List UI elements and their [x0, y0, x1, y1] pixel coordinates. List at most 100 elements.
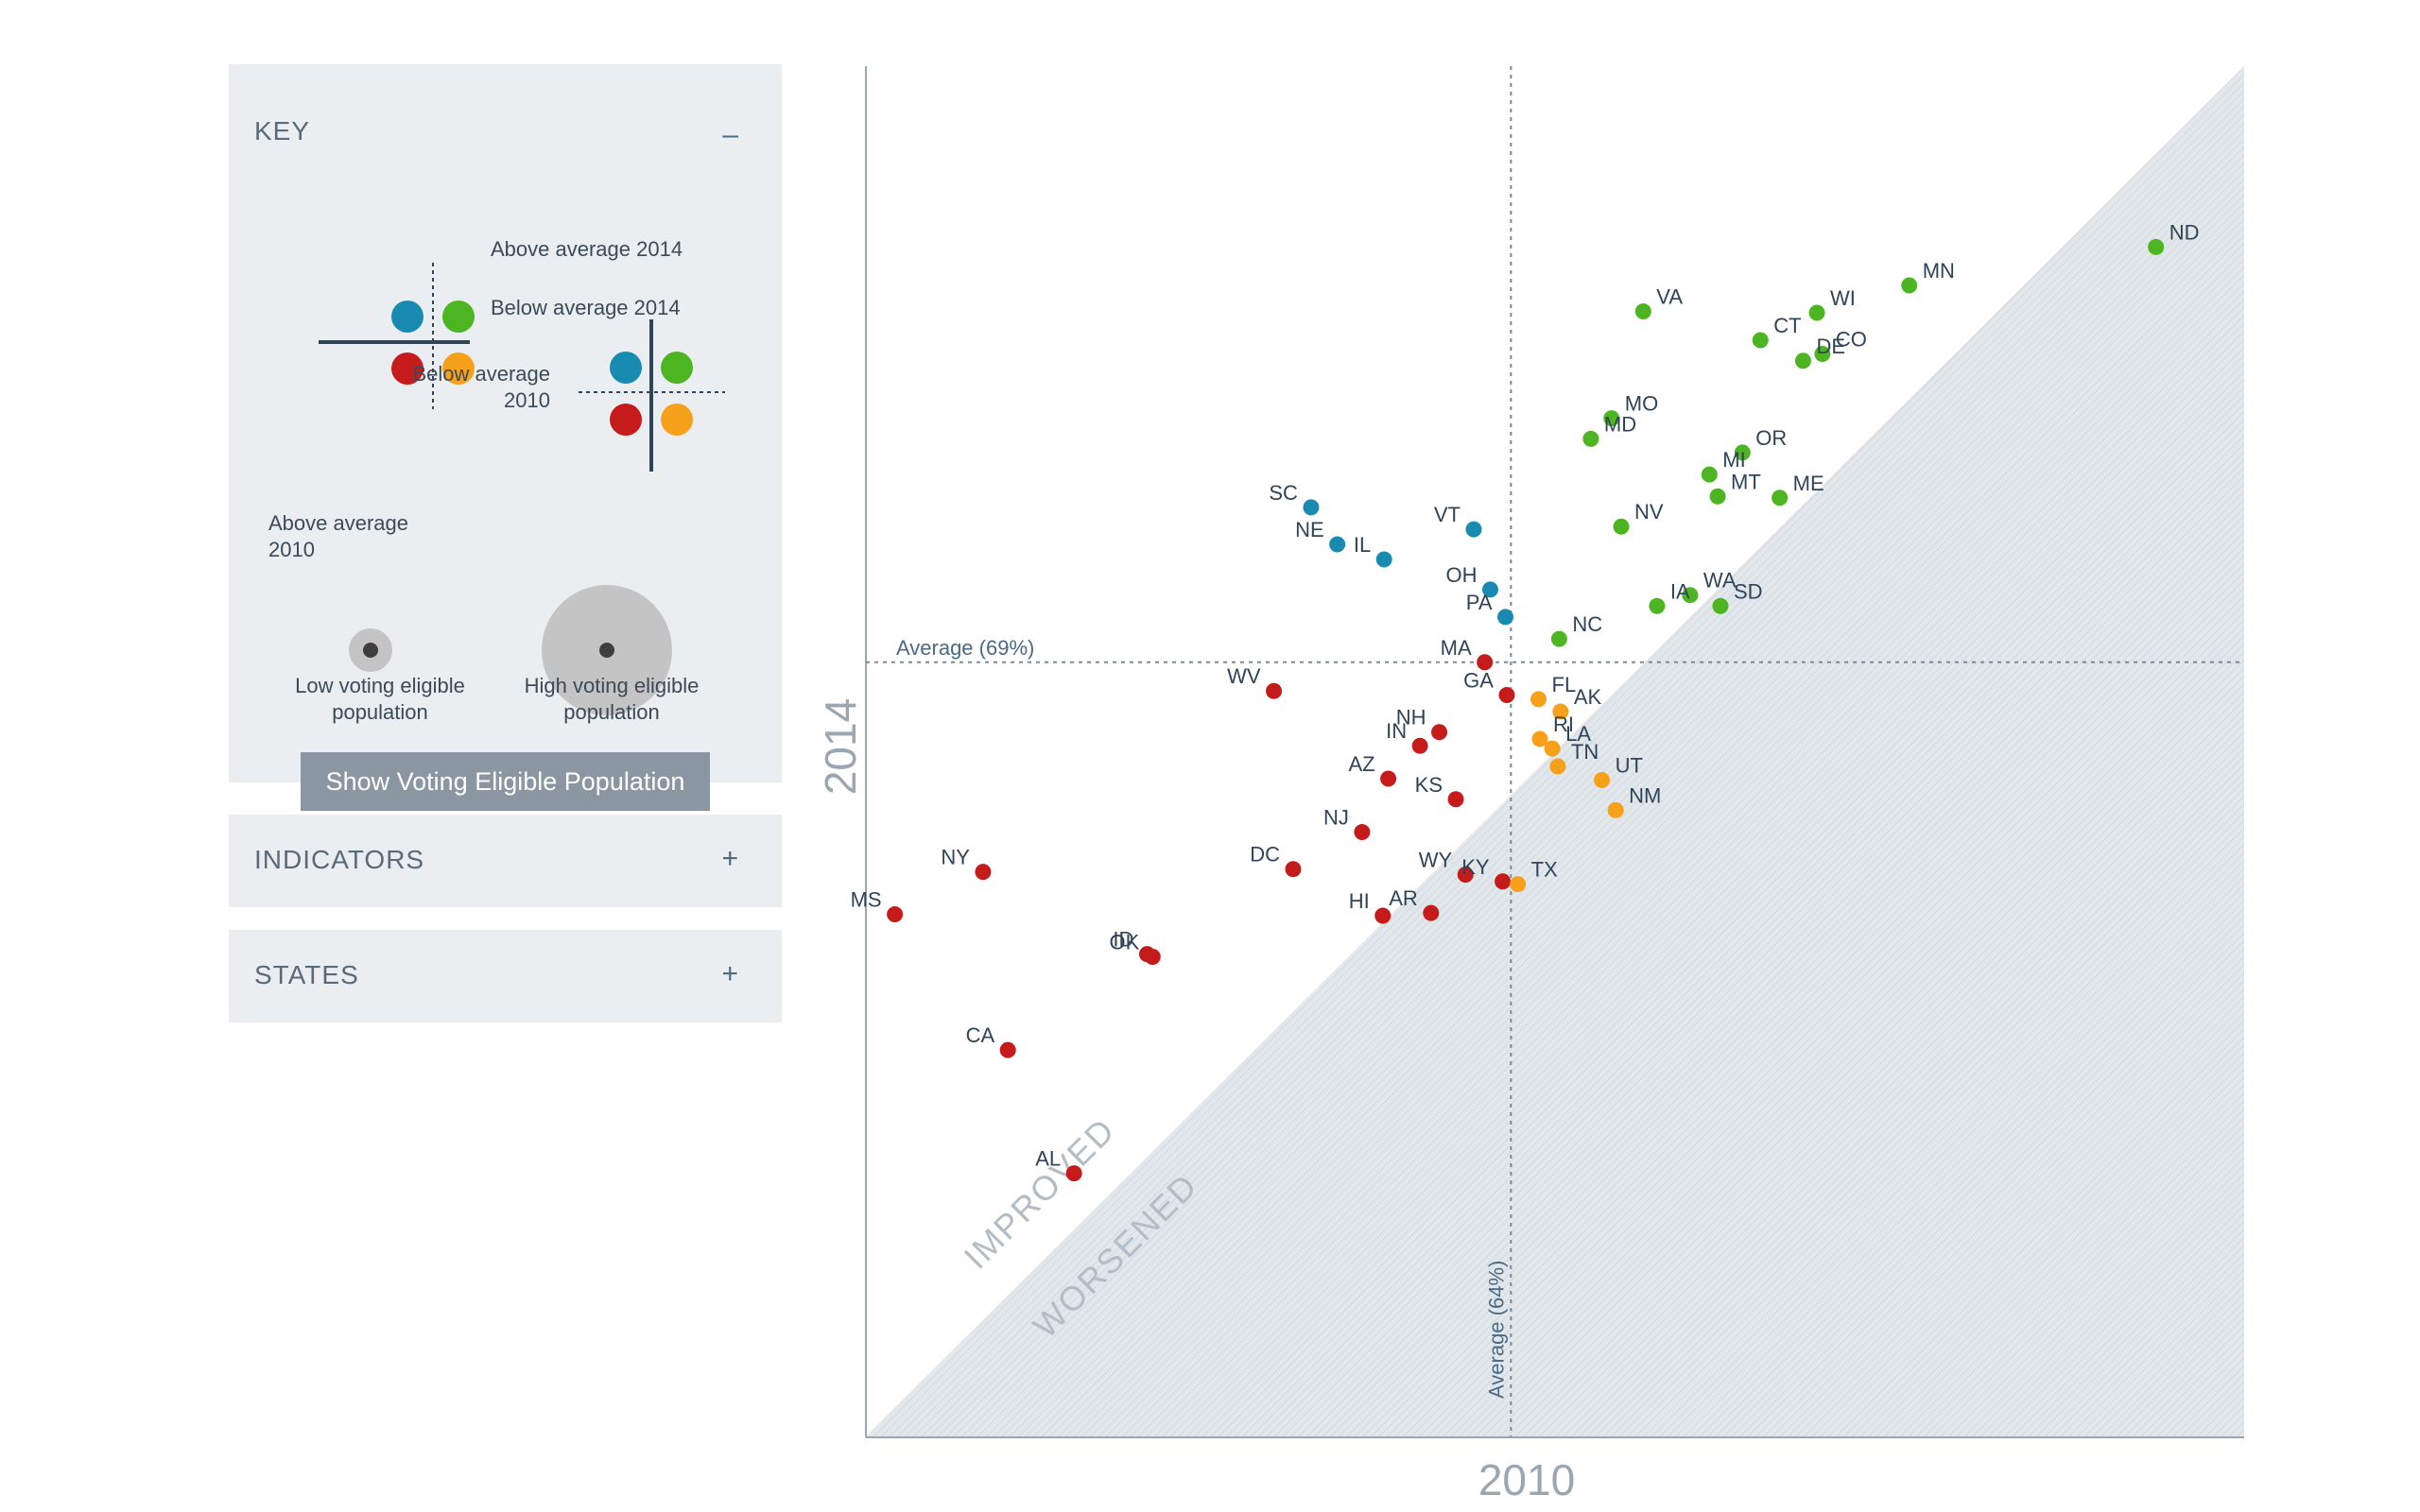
point-vt[interactable] — [1465, 521, 1482, 538]
point-label-az: AZ — [1348, 752, 1374, 776]
high-population-label: High voting eligible population — [524, 674, 700, 724]
point-wi[interactable] — [1808, 304, 1825, 321]
legend-dot-orange — [442, 352, 475, 385]
point-label-ca: CA — [966, 1023, 995, 1047]
point-label-id: ID — [1113, 928, 1133, 952]
point-pa[interactable] — [1497, 609, 1514, 626]
point-label-il: IL — [1354, 533, 1371, 557]
point-nv[interactable] — [1613, 518, 1630, 535]
quadrant-legend-2014 — [319, 263, 475, 409]
point-label-ok: OK — [1109, 931, 1139, 954]
point-nc[interactable] — [1550, 630, 1567, 647]
point-ny[interactable] — [975, 864, 992, 881]
point-sc[interactable] — [1303, 499, 1320, 516]
above-average-2010-label: Above average 2010 — [268, 511, 408, 561]
point-nd[interactable] — [2148, 238, 2165, 255]
point-label-tx: TX — [1531, 858, 1558, 882]
point-mi[interactable] — [1701, 466, 1718, 483]
point-mo[interactable] — [1603, 410, 1620, 427]
key-title: KEY — [254, 116, 311, 146]
point-ca[interactable] — [999, 1041, 1016, 1058]
x-average-label: Average (64%) — [1484, 1261, 1508, 1399]
point-label-md: MD — [1604, 412, 1636, 436]
point-ks[interactable] — [1447, 791, 1464, 808]
point-ak[interactable] — [1552, 703, 1569, 720]
states-panel[interactable]: STATES + — [229, 930, 782, 1022]
point-mn[interactable] — [1901, 277, 1918, 294]
point-wv[interactable] — [1266, 682, 1283, 699]
point-label-ri: RI — [1553, 713, 1574, 736]
point-nh[interactable] — [1431, 724, 1448, 741]
point-ct[interactable] — [1752, 332, 1769, 349]
point-ut[interactable] — [1594, 771, 1611, 788]
point-md[interactable] — [1582, 430, 1599, 447]
point-tx[interactable] — [1510, 876, 1527, 893]
point-al[interactable] — [1065, 1165, 1082, 1182]
legend-dot-red — [391, 352, 424, 385]
point-label-ne: NE — [1295, 518, 1324, 541]
key-collapse-toggle[interactable]: – — [722, 119, 738, 150]
point-ri[interactable] — [1531, 730, 1548, 747]
point-mt[interactable] — [1709, 488, 1726, 505]
point-ga[interactable] — [1498, 687, 1515, 704]
indicators-expand-toggle[interactable]: + — [721, 843, 738, 874]
point-label-ky: KY — [1461, 855, 1490, 879]
point-ok[interactable] — [1144, 949, 1161, 965]
point-il[interactable] — [1375, 551, 1392, 568]
point-label-wi: WI — [1830, 286, 1856, 310]
point-sd[interactable] — [1712, 597, 1729, 614]
point-ne[interactable] — [1329, 536, 1346, 553]
point-label-mn: MN — [1923, 259, 1955, 283]
point-fl[interactable] — [1530, 691, 1547, 708]
point-label-fl: FL — [1552, 673, 1577, 696]
point-nj[interactable] — [1354, 824, 1371, 841]
point-label-ak: AK — [1574, 685, 1602, 709]
point-az[interactable] — [1380, 770, 1397, 787]
point-va[interactable] — [1634, 303, 1651, 320]
point-ia[interactable] — [1649, 597, 1666, 614]
point-wa[interactable] — [1682, 587, 1699, 604]
below-average-2014-label: Below average 2014 — [491, 296, 681, 319]
point-label-la: LA — [1565, 722, 1591, 746]
point-me[interactable] — [1772, 490, 1789, 507]
point-or[interactable] — [1734, 444, 1751, 461]
legend-dot-green — [442, 301, 475, 333]
point-label-wy: WY — [1419, 849, 1453, 872]
point-nm[interactable] — [1607, 801, 1624, 818]
point-label-ga: GA — [1463, 669, 1494, 693]
point-label-ct: CT — [1773, 314, 1801, 337]
point-oh[interactable] — [1481, 581, 1498, 598]
point-label-co: CO — [1836, 328, 1867, 352]
point-label-hi: HI — [1349, 889, 1370, 913]
point-co[interactable] — [1814, 346, 1831, 362]
point-de[interactable] — [1794, 352, 1811, 369]
point-tn[interactable] — [1549, 758, 1566, 775]
show-voting-eligible-population-button[interactable]: Show Voting Eligible Population — [301, 752, 710, 811]
point-ms[interactable] — [887, 906, 904, 923]
point-label-ar: AR — [1389, 886, 1418, 910]
point-la[interactable] — [1544, 740, 1561, 757]
point-label-sc: SC — [1269, 481, 1298, 505]
states-expand-toggle[interactable]: + — [721, 958, 738, 989]
point-ky[interactable] — [1495, 873, 1512, 890]
point-ma[interactable] — [1477, 654, 1494, 671]
above-average-2014-label: Above average 2014 — [491, 237, 683, 261]
point-label-or: OR — [1755, 426, 1787, 450]
point-label-sd: SD — [1734, 579, 1763, 603]
point-ar[interactable] — [1423, 904, 1440, 921]
point-wy[interactable] — [1457, 867, 1474, 883]
quadrant-legend-2010 — [579, 319, 725, 472]
point-label-me: ME — [1793, 472, 1824, 495]
indicators-panel[interactable]: INDICATORS + — [229, 815, 782, 907]
point-label-ia: IA — [1670, 579, 1690, 603]
point-label-nh: NH — [1396, 706, 1426, 730]
states-title: STATES — [254, 960, 359, 989]
point-label-mt: MT — [1731, 470, 1761, 493]
point-in[interactable] — [1411, 737, 1428, 754]
point-label-mi: MI — [1722, 448, 1745, 472]
point-hi[interactable] — [1374, 907, 1392, 924]
y-axis-title: 2014 — [816, 698, 865, 795]
point-dc[interactable] — [1285, 861, 1302, 878]
